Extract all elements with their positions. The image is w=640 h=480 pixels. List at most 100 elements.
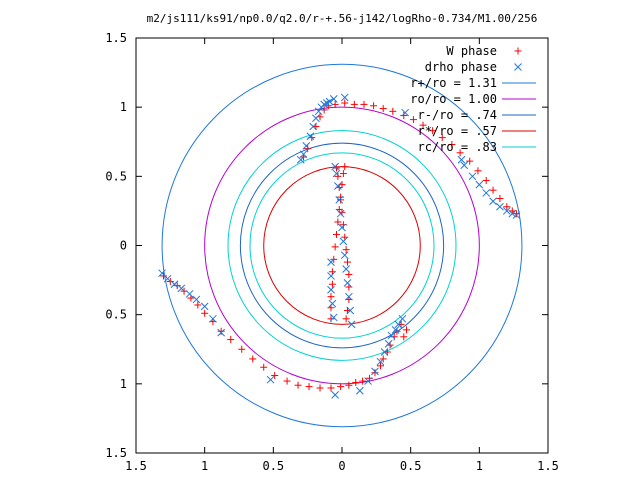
w-phase-point bbox=[201, 309, 209, 317]
drho-phase-point bbox=[328, 299, 337, 308]
axis-ticks: 1.5 1 0.5 0 0.5 1 1.51.510.500.511.5 bbox=[105, 31, 559, 473]
w-phase-point bbox=[379, 105, 387, 113]
w-phase-point bbox=[419, 121, 427, 129]
w-phase-point bbox=[217, 327, 225, 335]
drho-phase-point bbox=[457, 155, 466, 164]
y-tick-label: 1 bbox=[120, 100, 127, 114]
w-phase-point bbox=[448, 141, 456, 149]
w-phase-point bbox=[327, 315, 335, 323]
drho-phase-point bbox=[192, 295, 201, 304]
w-phase-point bbox=[328, 280, 336, 288]
y-tick-label: 0.5 bbox=[105, 308, 127, 322]
drho-phase-point bbox=[306, 132, 315, 141]
drho-phase-point bbox=[468, 172, 477, 181]
drho-phase-point bbox=[502, 207, 511, 215]
drho-phase-point bbox=[380, 348, 389, 356]
drho-phase-point bbox=[329, 313, 338, 322]
drho-phase-point bbox=[340, 93, 349, 102]
legend-label: r+/ro = 1.31 bbox=[410, 76, 497, 90]
w-phase-point bbox=[403, 326, 411, 334]
legend-label: r-/ro = .74 bbox=[418, 108, 497, 122]
w-phase-point bbox=[456, 149, 464, 157]
drho-phase-point bbox=[163, 274, 172, 283]
w-phase-point bbox=[400, 333, 408, 341]
drho-phase-point bbox=[177, 284, 186, 293]
w-phase-point bbox=[341, 99, 349, 107]
circle-0 bbox=[161, 63, 523, 428]
w-phase-point bbox=[339, 221, 347, 229]
w-phase-point bbox=[238, 345, 246, 353]
x-tick-label: 1 bbox=[201, 459, 208, 473]
w-phase-point bbox=[474, 167, 482, 175]
drho-phase-point bbox=[331, 162, 339, 171]
drho-phase-point bbox=[512, 211, 521, 219]
drho-phase-point bbox=[342, 265, 350, 273]
w-phase-point bbox=[359, 377, 367, 385]
legend-label: drho phase bbox=[425, 60, 497, 74]
w-phase-point bbox=[159, 272, 167, 280]
drho-phase-point bbox=[496, 202, 504, 211]
w-phase-point bbox=[370, 102, 378, 110]
w-phase-point bbox=[400, 111, 408, 119]
w-phase-point bbox=[260, 363, 268, 371]
w-phase-point bbox=[339, 170, 347, 178]
w-phase-point bbox=[365, 374, 373, 382]
w-phase-point bbox=[342, 246, 350, 254]
drho-phase-point bbox=[364, 377, 372, 385]
w-phase-point bbox=[327, 384, 335, 392]
drho-phase-point bbox=[335, 195, 344, 204]
drho-phase-point bbox=[401, 108, 410, 117]
legend-marker bbox=[514, 63, 522, 71]
w-phase-point bbox=[503, 203, 511, 211]
w-phase-point bbox=[350, 100, 358, 108]
drho-phase-point bbox=[327, 258, 335, 266]
drho-phase-point bbox=[334, 182, 342, 190]
drho-phase-point bbox=[266, 375, 275, 384]
w-phase-point bbox=[341, 163, 349, 171]
y-tick-label: 1.5 bbox=[105, 31, 127, 45]
drho-phase-point bbox=[340, 251, 349, 260]
y-tick-label: 1.5 bbox=[105, 446, 127, 460]
w-phase-point bbox=[271, 372, 279, 380]
drho-phase-point bbox=[346, 306, 355, 315]
w-phase-point bbox=[489, 186, 497, 194]
w-phase-point bbox=[466, 157, 474, 165]
x-tick-label: 1.5 bbox=[537, 459, 559, 473]
w-phase-point bbox=[334, 172, 342, 180]
drho-phase-point bbox=[327, 272, 335, 280]
x-tick-label: 0.5 bbox=[262, 459, 284, 473]
w-phase-point bbox=[390, 333, 398, 341]
w-phase-point bbox=[283, 377, 291, 385]
w-phase-point bbox=[294, 381, 302, 389]
drho-phase-point bbox=[343, 278, 352, 287]
x-tick-label: 0.5 bbox=[400, 459, 422, 473]
w-phase-point bbox=[343, 258, 351, 266]
drho-phase-point bbox=[338, 223, 346, 232]
drho-phase-point bbox=[508, 209, 517, 218]
w-phase-point bbox=[512, 210, 520, 218]
drho-phase-point bbox=[331, 391, 339, 399]
w-phase-point bbox=[389, 107, 397, 115]
drho-phase-point bbox=[489, 197, 497, 206]
drho-phase-point bbox=[325, 97, 334, 106]
drho-phase-point bbox=[312, 114, 320, 123]
drho-phase-point bbox=[475, 180, 484, 189]
w-phase-point bbox=[331, 243, 339, 251]
w-phase-point bbox=[345, 381, 353, 389]
w-phase-point bbox=[337, 383, 345, 391]
drho-phase-point bbox=[460, 161, 469, 170]
drho-phase-point bbox=[296, 155, 305, 164]
drho-phase-point bbox=[391, 326, 400, 334]
w-phase-point bbox=[337, 193, 345, 201]
w-phase-point bbox=[496, 194, 504, 202]
x-tick-label: 0 bbox=[338, 459, 345, 473]
w-phase-point bbox=[304, 145, 312, 153]
drho-phase-point bbox=[332, 169, 341, 178]
w-phase-point bbox=[371, 369, 379, 377]
drho-phase-point bbox=[345, 292, 353, 301]
w-phase-point bbox=[482, 176, 490, 184]
drho-phase-point bbox=[371, 367, 379, 376]
circle-4 bbox=[227, 130, 457, 361]
drho-phase-point bbox=[376, 357, 385, 366]
w-phase-point bbox=[342, 315, 350, 323]
